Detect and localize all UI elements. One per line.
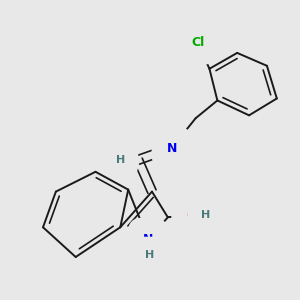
Text: H: H [201,210,210,220]
Text: H: H [116,155,125,165]
Text: N: N [143,233,153,246]
Text: N: N [167,142,177,154]
Text: Cl: Cl [191,37,204,50]
Text: O: O [186,209,197,222]
Text: H: H [146,250,154,260]
